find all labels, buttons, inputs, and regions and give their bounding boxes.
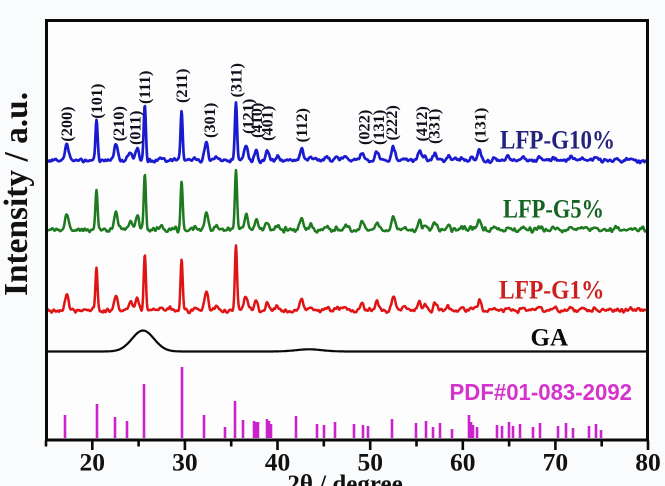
svg-text:(121): (121) [238,99,257,134]
svg-text:(131): (131) [470,108,489,143]
svg-text:2θ / degree: 2θ / degree [287,471,402,486]
svg-text:50: 50 [357,448,383,477]
svg-text:(331): (331) [425,109,444,144]
svg-text:30: 30 [172,448,198,477]
svg-text:(011): (011) [125,111,144,145]
svg-text:LFP-G10%: LFP-G10% [500,126,615,155]
svg-text:(211): (211) [172,69,191,103]
svg-text:(311): (311) [226,63,245,97]
svg-text:(401): (401) [257,106,276,141]
svg-text:(210): (210) [109,106,128,141]
svg-text:(112): (112) [292,108,311,142]
svg-text:(022): (022) [354,110,373,145]
svg-text:GA: GA [531,325,569,352]
svg-text:LFP-G5%: LFP-G5% [503,195,604,224]
svg-text:70: 70 [543,448,569,477]
svg-text:60: 60 [450,448,476,477]
svg-text:(301): (301) [200,103,219,138]
svg-text:80: 80 [635,448,661,477]
svg-text:(410): (410) [247,103,266,138]
svg-text:LFP-G1%: LFP-G1% [499,276,605,305]
svg-text:(412): (412) [412,106,431,141]
svg-text:Intensity / a.u.: Intensity / a.u. [0,92,35,296]
svg-text:(131): (131) [369,110,388,145]
svg-text:PDF#01-083-2092: PDF#01-083-2092 [450,379,633,405]
svg-text:40: 40 [265,448,291,477]
svg-text:(111): (111) [135,71,154,104]
svg-text:(101): (101) [87,84,106,119]
svg-text:(200): (200) [57,106,76,141]
svg-text:(222): (222) [382,105,401,140]
svg-text:20: 20 [80,448,106,477]
